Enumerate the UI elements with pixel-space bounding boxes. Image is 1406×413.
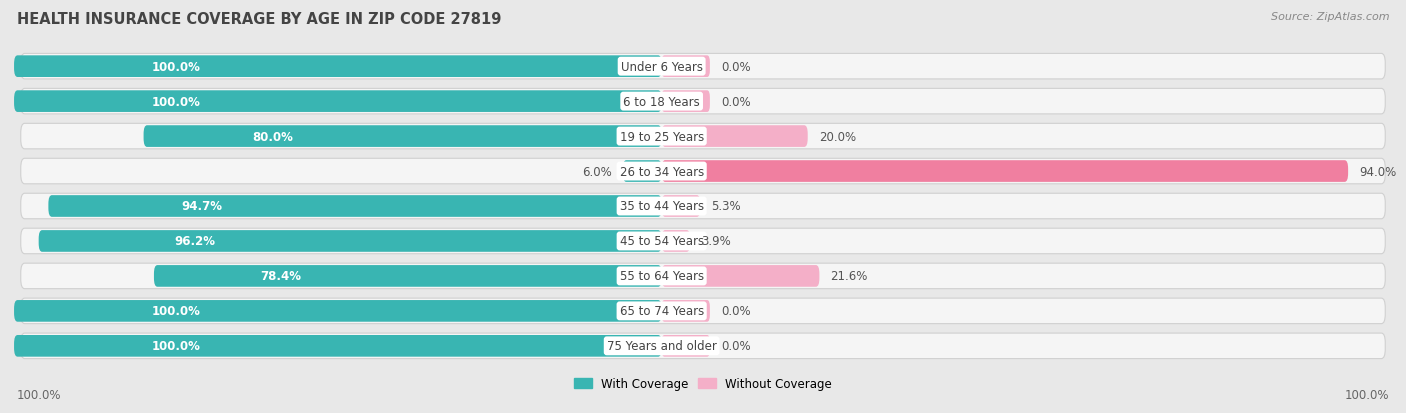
Text: 35 to 44 Years: 35 to 44 Years bbox=[620, 200, 704, 213]
FancyBboxPatch shape bbox=[48, 196, 662, 217]
FancyBboxPatch shape bbox=[14, 56, 662, 78]
FancyBboxPatch shape bbox=[153, 266, 662, 287]
FancyBboxPatch shape bbox=[662, 91, 710, 113]
FancyBboxPatch shape bbox=[39, 230, 662, 252]
FancyBboxPatch shape bbox=[14, 91, 662, 113]
Text: Source: ZipAtlas.com: Source: ZipAtlas.com bbox=[1271, 12, 1389, 22]
FancyBboxPatch shape bbox=[21, 124, 1385, 150]
Text: Under 6 Years: Under 6 Years bbox=[620, 61, 703, 74]
FancyBboxPatch shape bbox=[21, 299, 1385, 324]
Legend: With Coverage, Without Coverage: With Coverage, Without Coverage bbox=[569, 373, 837, 395]
Text: 0.0%: 0.0% bbox=[721, 339, 751, 352]
FancyBboxPatch shape bbox=[662, 56, 710, 78]
Text: 0.0%: 0.0% bbox=[721, 305, 751, 318]
FancyBboxPatch shape bbox=[662, 230, 690, 252]
Text: 80.0%: 80.0% bbox=[253, 130, 294, 143]
Text: 100.0%: 100.0% bbox=[152, 95, 201, 108]
FancyBboxPatch shape bbox=[21, 54, 1385, 80]
Text: 100.0%: 100.0% bbox=[152, 61, 201, 74]
FancyBboxPatch shape bbox=[21, 89, 1385, 114]
FancyBboxPatch shape bbox=[662, 161, 1348, 183]
Text: 100.0%: 100.0% bbox=[1344, 388, 1389, 401]
Text: 96.2%: 96.2% bbox=[174, 235, 215, 248]
Text: 21.6%: 21.6% bbox=[831, 270, 868, 283]
FancyBboxPatch shape bbox=[21, 229, 1385, 254]
Text: 6 to 18 Years: 6 to 18 Years bbox=[623, 95, 700, 108]
Text: 45 to 54 Years: 45 to 54 Years bbox=[620, 235, 704, 248]
Text: 65 to 74 Years: 65 to 74 Years bbox=[620, 305, 704, 318]
FancyBboxPatch shape bbox=[21, 263, 1385, 289]
Text: 55 to 64 Years: 55 to 64 Years bbox=[620, 270, 704, 283]
Text: 0.0%: 0.0% bbox=[721, 61, 751, 74]
FancyBboxPatch shape bbox=[143, 126, 662, 147]
FancyBboxPatch shape bbox=[662, 335, 710, 357]
FancyBboxPatch shape bbox=[21, 194, 1385, 219]
Text: 0.0%: 0.0% bbox=[721, 95, 751, 108]
Text: 75 Years and older: 75 Years and older bbox=[607, 339, 717, 352]
Text: 94.0%: 94.0% bbox=[1360, 165, 1396, 178]
Text: 100.0%: 100.0% bbox=[152, 339, 201, 352]
Text: 100.0%: 100.0% bbox=[17, 388, 62, 401]
Text: 94.7%: 94.7% bbox=[181, 200, 222, 213]
FancyBboxPatch shape bbox=[662, 266, 820, 287]
Text: 20.0%: 20.0% bbox=[818, 130, 856, 143]
Text: 6.0%: 6.0% bbox=[582, 165, 612, 178]
Text: 19 to 25 Years: 19 to 25 Years bbox=[620, 130, 704, 143]
FancyBboxPatch shape bbox=[14, 335, 662, 357]
Text: 3.9%: 3.9% bbox=[702, 235, 731, 248]
Text: 78.4%: 78.4% bbox=[260, 270, 301, 283]
FancyBboxPatch shape bbox=[623, 161, 662, 183]
FancyBboxPatch shape bbox=[21, 333, 1385, 359]
Text: 100.0%: 100.0% bbox=[152, 305, 201, 318]
Text: HEALTH INSURANCE COVERAGE BY AGE IN ZIP CODE 27819: HEALTH INSURANCE COVERAGE BY AGE IN ZIP … bbox=[17, 12, 502, 27]
FancyBboxPatch shape bbox=[662, 300, 710, 322]
FancyBboxPatch shape bbox=[662, 126, 807, 147]
Text: 5.3%: 5.3% bbox=[711, 200, 741, 213]
Text: 26 to 34 Years: 26 to 34 Years bbox=[620, 165, 704, 178]
FancyBboxPatch shape bbox=[662, 196, 700, 217]
FancyBboxPatch shape bbox=[14, 300, 662, 322]
FancyBboxPatch shape bbox=[21, 159, 1385, 184]
